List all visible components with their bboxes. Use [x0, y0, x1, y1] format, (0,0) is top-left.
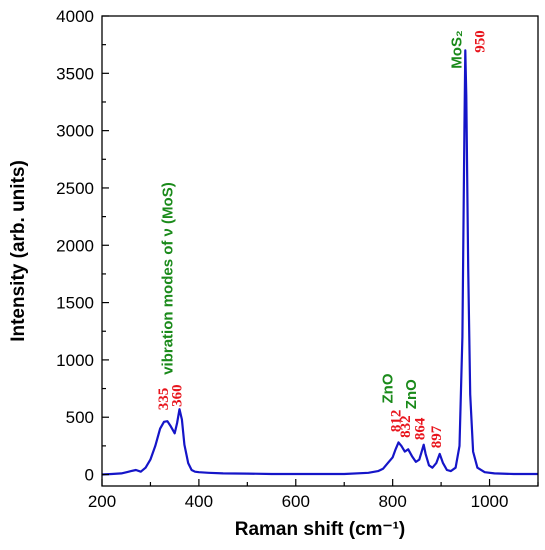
y-tick-labels: 0 500 1000 1500 2000 2500 3000 3500 4000 — [56, 7, 94, 485]
y-tick-label: 3000 — [56, 122, 94, 141]
y-axis-title: Intensity (arb. units) — [8, 160, 29, 342]
x-axis-title: Raman shift (cm⁻¹) — [235, 519, 406, 540]
plot-frame — [101, 15, 539, 487]
peak-annotation: 812 — [388, 410, 404, 433]
x-tick-label: 800 — [378, 492, 406, 511]
spectrum-line — [101, 49, 538, 476]
x-tick-label: 600 — [282, 492, 310, 511]
y-tick-label: 2500 — [56, 179, 94, 198]
peak-annotation: 864 — [413, 417, 429, 440]
peak-annotation: ZnO — [380, 373, 397, 403]
y-tick-label: 2000 — [56, 236, 94, 255]
peak-annotation: 832 — [398, 415, 414, 438]
peak-annotation: 950 — [473, 30, 489, 53]
axes — [101, 15, 539, 487]
peak-annotation: 897 — [429, 425, 445, 448]
x-tick-label: 200 — [88, 492, 116, 511]
y-tick-label: 500 — [66, 408, 94, 427]
peak-annotation: vibration modes of ν (MoS) — [160, 182, 177, 375]
y-tick-label: 3500 — [56, 64, 94, 83]
peak-annotation: 360 — [169, 384, 185, 407]
peak-annotation: ZnO — [403, 379, 420, 409]
x-tick-labels: 200 400 600 800 1000 — [88, 492, 509, 511]
y-tick-label: 4000 — [56, 7, 94, 26]
plot-area — [101, 49, 538, 476]
x-tick-label: 1000 — [471, 492, 509, 511]
peak-annotation: MoS₂ — [449, 30, 466, 68]
y-tick-label: 0 — [85, 466, 94, 485]
x-tick-label: 400 — [185, 492, 213, 511]
y-tick-label: 1000 — [56, 351, 94, 370]
y-tick-label: 1500 — [56, 294, 94, 313]
peak-annotation: 335 — [156, 388, 172, 411]
